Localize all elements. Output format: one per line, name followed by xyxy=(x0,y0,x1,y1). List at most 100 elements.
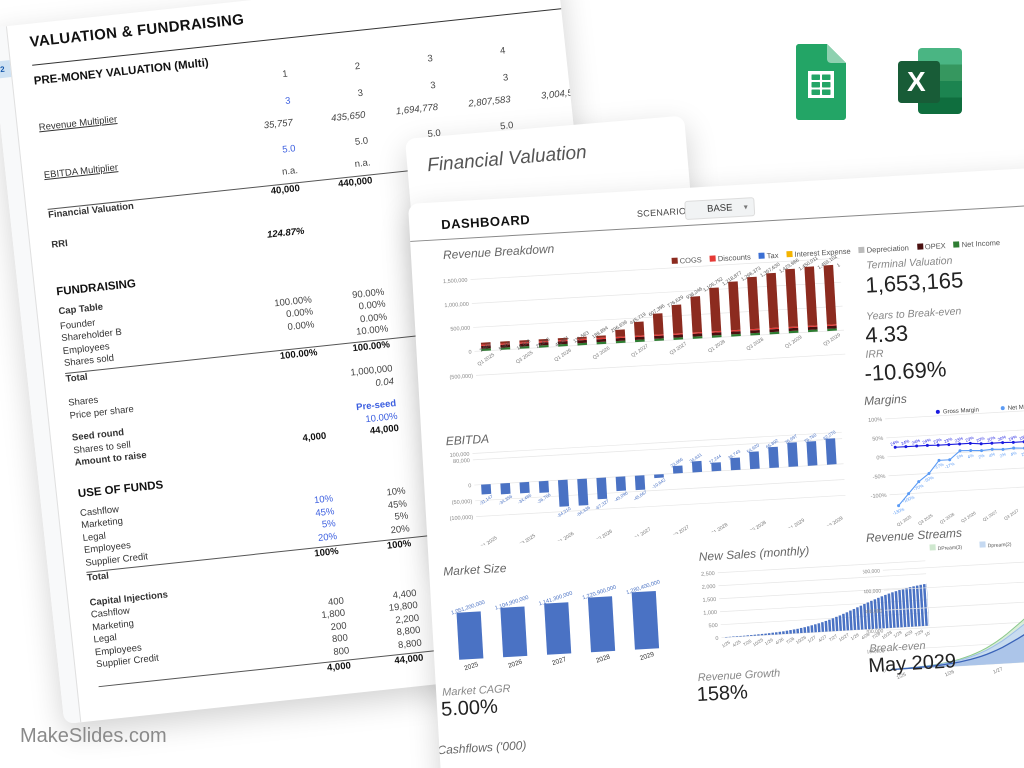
svg-text:-45,096: -45,096 xyxy=(613,490,629,503)
svg-text:-36,756: -36,756 xyxy=(536,492,552,505)
svg-text:Q3 2029: Q3 2029 xyxy=(822,332,842,348)
svg-text:(50,000): (50,000) xyxy=(452,499,473,506)
svg-text:Q3 2025: Q3 2025 xyxy=(917,512,934,526)
svg-text:84,767: 84,767 xyxy=(841,429,847,439)
svg-text:1/25: 1/25 xyxy=(721,639,731,648)
svg-text:Q1 2025: Q1 2025 xyxy=(479,535,499,547)
svg-text:-17%: -17% xyxy=(933,462,944,471)
svg-text:23%: 23% xyxy=(932,437,942,445)
svg-text:Q1 2028: Q1 2028 xyxy=(710,522,730,538)
svg-text:23%: 23% xyxy=(965,435,975,443)
svg-text:24%: 24% xyxy=(890,439,900,447)
svg-text:20%: 20% xyxy=(997,434,1007,442)
svg-text:-84,336: -84,336 xyxy=(575,505,591,518)
svg-text:4/27: 4/27 xyxy=(817,634,827,643)
svg-text:Q3 2027: Q3 2027 xyxy=(1003,508,1020,522)
svg-text:Q1 2025: Q1 2025 xyxy=(477,352,497,368)
svg-text:X: X xyxy=(907,66,926,97)
svg-text:10/26: 10/26 xyxy=(795,634,808,645)
svg-text:Net Margin: Net Margin xyxy=(1008,404,1024,412)
svg-text:4/25: 4/25 xyxy=(732,639,742,648)
svg-text:2%: 2% xyxy=(999,451,1007,458)
svg-text:-10,642: -10,642 xyxy=(651,477,667,490)
svg-text:Q3 2028: Q3 2028 xyxy=(748,520,768,536)
svg-text:Q1 2026: Q1 2026 xyxy=(556,531,576,547)
svg-text:500,000: 500,000 xyxy=(862,568,881,575)
svg-text:1,000,000: 1,000,000 xyxy=(444,302,469,309)
svg-text:1,000: 1,000 xyxy=(703,610,717,617)
svg-text:Q3 2025: Q3 2025 xyxy=(515,350,535,366)
svg-text:1,500: 1,500 xyxy=(702,597,716,604)
svg-text:4%: 4% xyxy=(1010,450,1018,457)
svg-text:-34,356: -34,356 xyxy=(498,493,514,506)
svg-text:(100,000): (100,000) xyxy=(449,515,473,522)
svg-text:500,000: 500,000 xyxy=(450,326,470,333)
svg-text:(500,000): (500,000) xyxy=(449,374,473,381)
svg-text:-17%: -17% xyxy=(944,461,955,470)
svg-text:29,636: 29,636 xyxy=(535,336,551,350)
svg-text:4/26: 4/26 xyxy=(774,636,784,645)
svg-text:Q1 2026: Q1 2026 xyxy=(939,511,956,525)
svg-text:1/27: 1/27 xyxy=(992,666,1004,675)
svg-text:100%: 100% xyxy=(868,417,882,424)
svg-text:Dpream(2): Dpream(2) xyxy=(987,542,1012,549)
svg-text:4%: 4% xyxy=(988,451,996,458)
svg-text:2028: 2028 xyxy=(595,653,611,664)
svg-text:400,000: 400,000 xyxy=(863,588,882,595)
svg-text:0: 0 xyxy=(468,483,471,489)
svg-text:Q1 2027: Q1 2027 xyxy=(982,509,999,523)
svg-text:50%: 50% xyxy=(872,436,883,443)
svg-text:4%: 4% xyxy=(967,453,975,460)
svg-text:20%: 20% xyxy=(975,435,985,443)
svg-text:Q1 2029: Q1 2029 xyxy=(784,334,804,350)
svg-text:Q3 2025: Q3 2025 xyxy=(518,533,538,547)
svg-text:-100%: -100% xyxy=(871,493,887,500)
svg-text:0: 0 xyxy=(715,636,718,642)
svg-text:24%: 24% xyxy=(911,438,921,446)
svg-text:20%: 20% xyxy=(986,435,996,443)
svg-text:Q3 2026: Q3 2026 xyxy=(594,529,614,545)
svg-text:1/28: 1/28 xyxy=(850,632,860,641)
svg-text:23%: 23% xyxy=(943,436,953,444)
svg-text:-100%: -100% xyxy=(902,494,916,504)
svg-text:500: 500 xyxy=(708,623,718,630)
svg-text:Q3 2026: Q3 2026 xyxy=(592,345,612,361)
svg-text:Q1 2028: Q1 2028 xyxy=(707,339,727,355)
svg-text:19%: 19% xyxy=(1008,434,1018,442)
svg-text:Gross Margin: Gross Margin xyxy=(943,407,979,415)
svg-text:Q3 2026: Q3 2026 xyxy=(960,510,977,524)
svg-text:Q1 2029: Q1 2029 xyxy=(787,517,807,533)
svg-text:-130%: -130% xyxy=(892,506,906,516)
svg-text:0: 0 xyxy=(468,350,471,356)
svg-text:24%: 24% xyxy=(900,438,910,446)
svg-text:0%: 0% xyxy=(876,455,884,461)
svg-text:Q1 2027: Q1 2027 xyxy=(633,526,653,542)
svg-text:1/27: 1/27 xyxy=(807,634,817,643)
svg-text:Q3 2027: Q3 2027 xyxy=(669,341,689,357)
svg-text:-70%: -70% xyxy=(913,483,924,492)
svg-text:300,000: 300,000 xyxy=(864,608,883,615)
svg-text:2029: 2029 xyxy=(639,651,655,662)
svg-text:2,000: 2,000 xyxy=(702,584,716,591)
svg-text:1/26: 1/26 xyxy=(764,637,774,646)
svg-text:2025: 2025 xyxy=(463,661,479,672)
svg-text:-50%: -50% xyxy=(873,474,886,481)
svg-text:Q3 2028: Q3 2028 xyxy=(746,336,766,352)
svg-text:2%: 2% xyxy=(1020,450,1024,457)
svg-text:19%: 19% xyxy=(1018,433,1024,441)
svg-text:-84,210: -84,210 xyxy=(556,506,572,519)
svg-text:-50%: -50% xyxy=(923,475,934,484)
svg-text:Q1 2026: Q1 2026 xyxy=(553,348,573,364)
svg-text:10/25: 10/25 xyxy=(752,637,765,648)
svg-text:Q1 2027: Q1 2027 xyxy=(630,343,650,359)
svg-text:23%: 23% xyxy=(954,436,964,444)
svg-text:80,000: 80,000 xyxy=(453,458,470,465)
svg-text:200,000: 200,000 xyxy=(865,628,884,635)
svg-text:Q1 2025: Q1 2025 xyxy=(896,514,913,528)
svg-text:2026: 2026 xyxy=(507,658,523,669)
svg-text:24%: 24% xyxy=(922,437,932,445)
svg-text:5%: 5% xyxy=(956,453,964,460)
svg-text:Q3 2027: Q3 2027 xyxy=(671,524,691,540)
svg-text:-34,486: -34,486 xyxy=(517,492,533,505)
svg-text:10/27: 10/27 xyxy=(838,632,851,643)
